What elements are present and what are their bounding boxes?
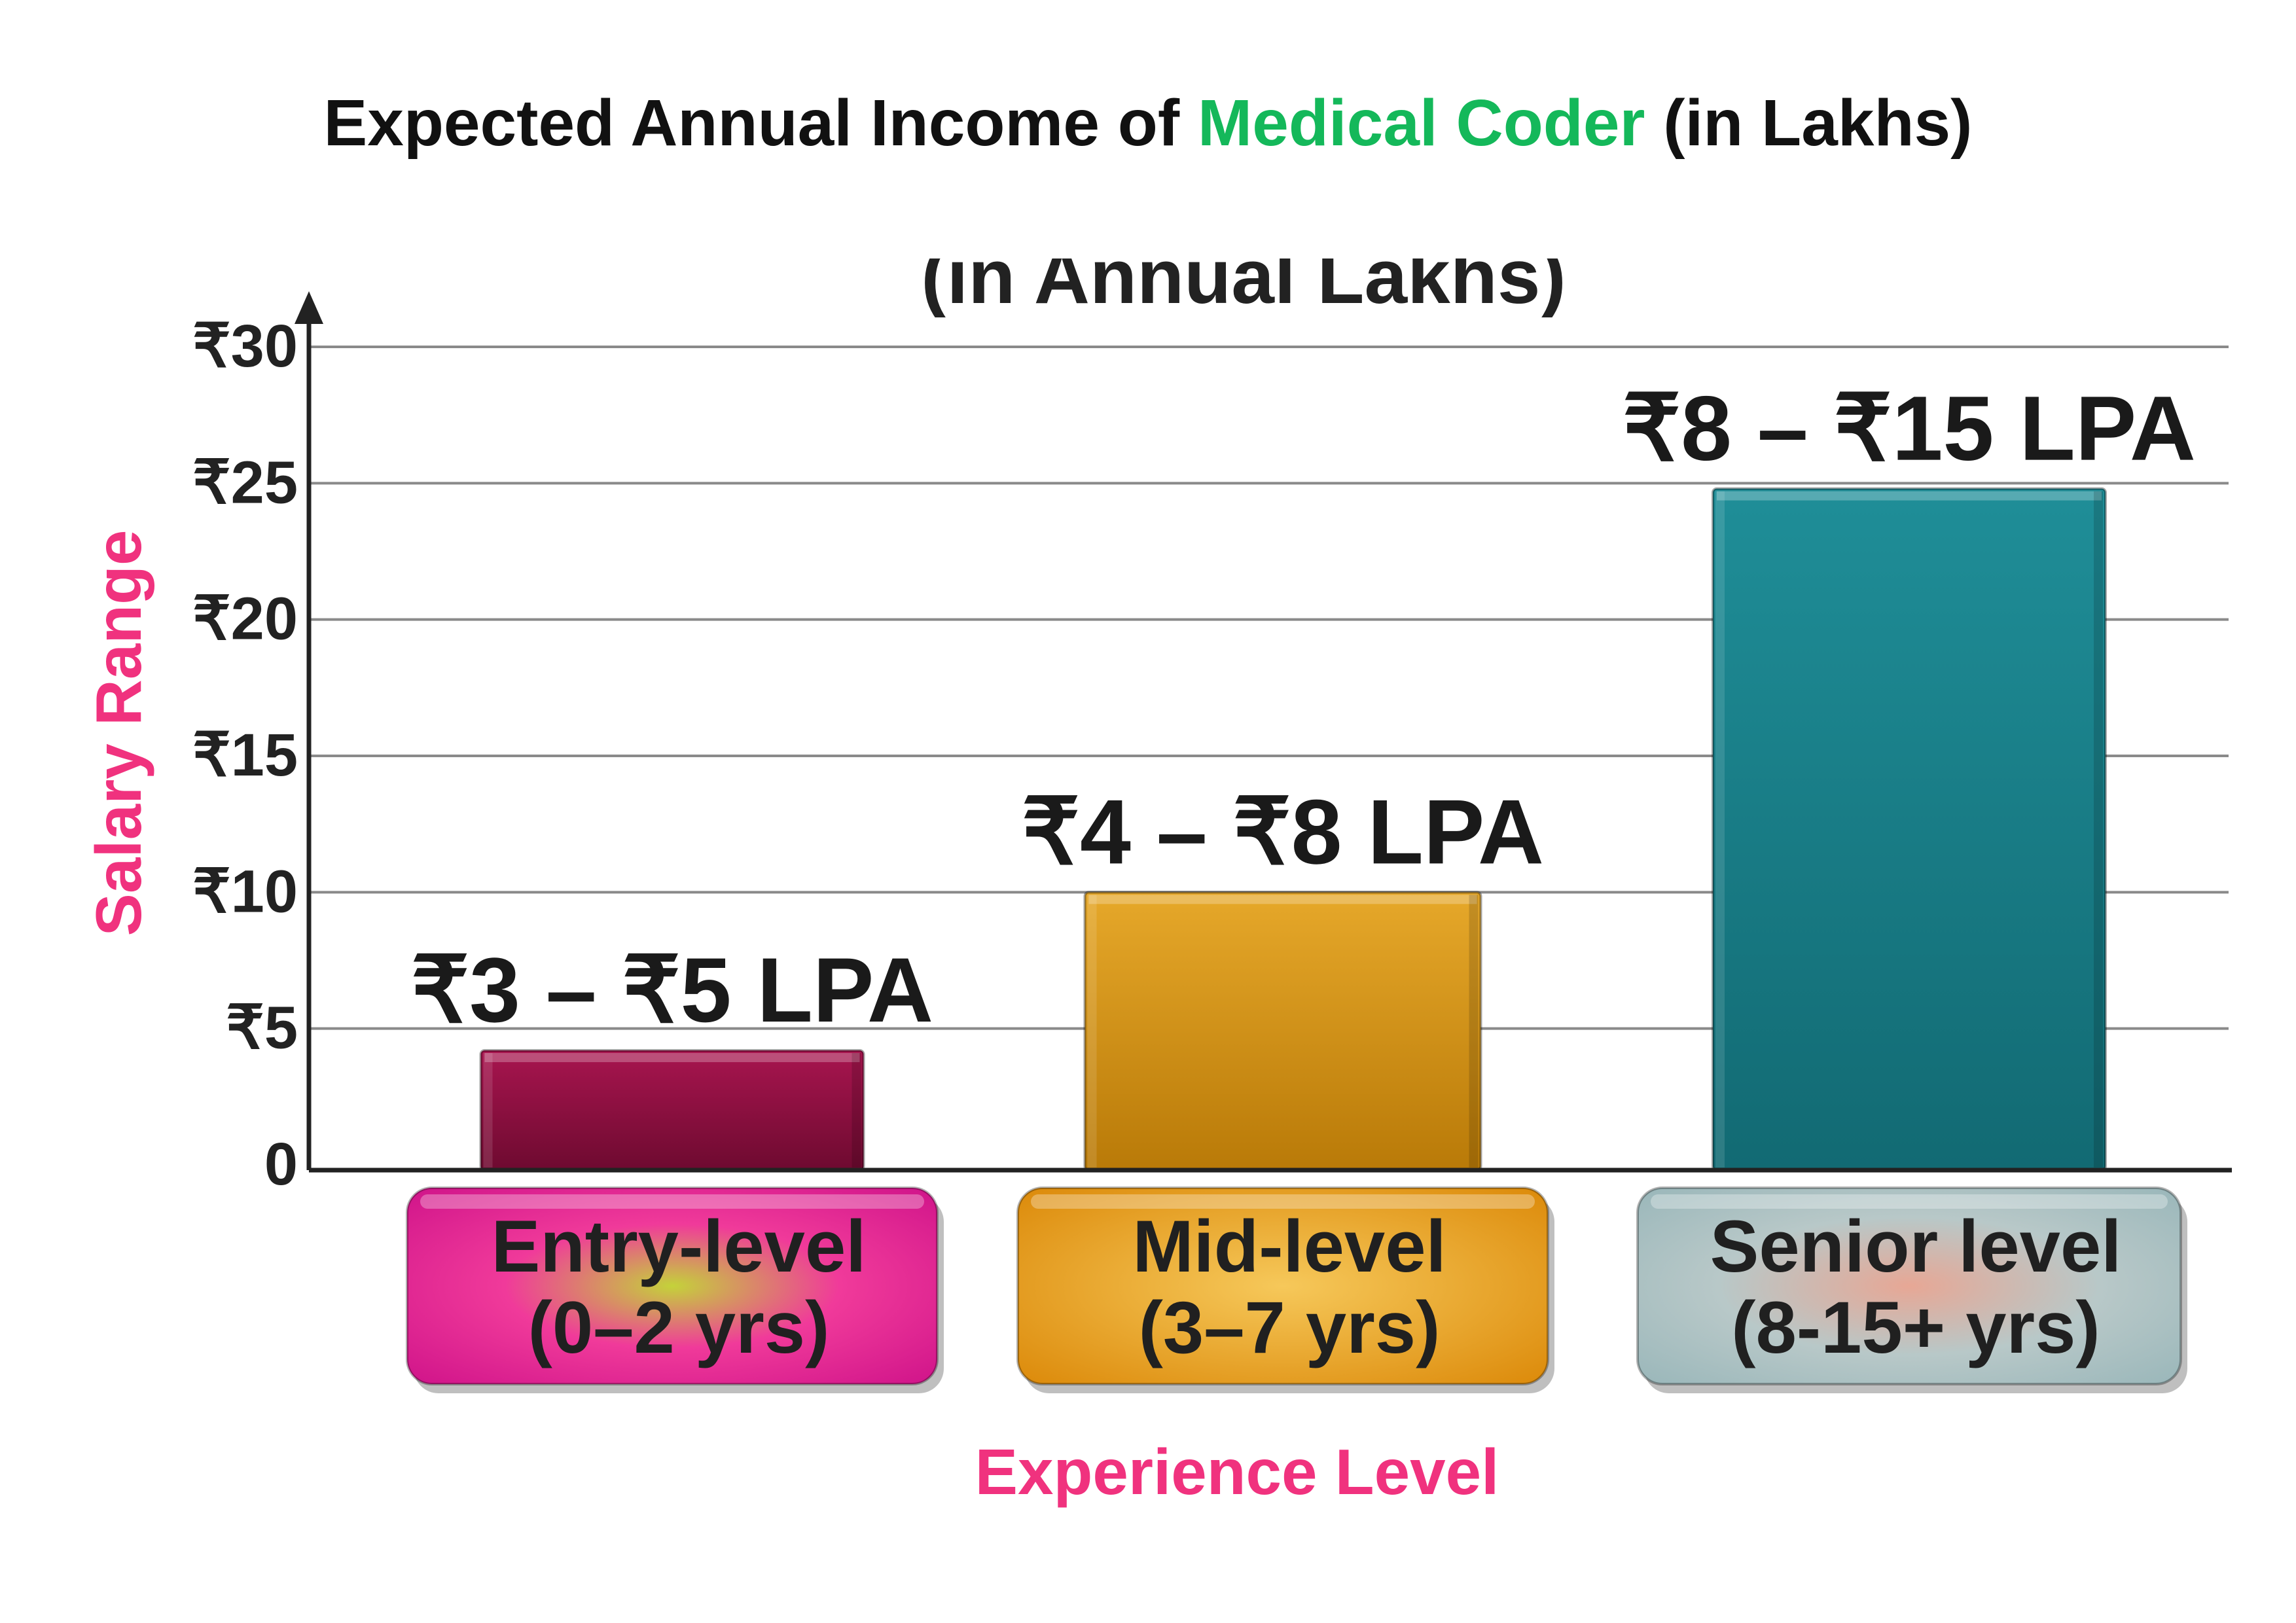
bar-body	[479, 1049, 865, 1171]
tag-body	[1636, 1186, 2182, 1385]
y-tick-label: ₹15	[192, 722, 298, 789]
bar-bevel	[484, 1053, 860, 1062]
category-sublabel: (3–7 yrs)	[1139, 1287, 1441, 1368]
category-tag: Entry-level(0–2 yrs)	[406, 1186, 944, 1393]
tag-body	[406, 1186, 939, 1385]
category-tag: Senior level(8-15+ yrs)	[1636, 1186, 2187, 1393]
y-axis-arrow	[295, 291, 323, 324]
bar-bevel	[2094, 491, 2103, 1168]
category-tag: Mid-level(3–7 yrs)	[1016, 1186, 1554, 1393]
bar-value-label: ₹4 – ₹8 LPA	[1022, 780, 1544, 883]
bar-bevel	[1715, 491, 1725, 1168]
tag-bevel	[1031, 1194, 1535, 1209]
bar	[1083, 891, 1482, 1172]
bar-bevel	[1717, 491, 2102, 501]
tag-body	[1016, 1186, 1549, 1385]
y-tick-label: ₹20	[192, 586, 298, 652]
title-part1: Expected Annual Income of	[324, 86, 1198, 160]
category-sublabel: (8-15+ yrs)	[1731, 1287, 2100, 1368]
category-label: Entry-level	[492, 1205, 867, 1287]
category-label: Mid-level	[1132, 1205, 1446, 1287]
bar-body	[1712, 487, 2107, 1172]
chart-title: Expected Annual Income of Medical Coder …	[324, 86, 1973, 160]
category-sublabel: (0–2 yrs)	[528, 1287, 830, 1368]
y-axis-label: Salary Range	[82, 530, 154, 936]
bars	[479, 487, 2107, 1172]
x-axis-label: Experience Level	[975, 1436, 1499, 1508]
y-tick-label: ₹10	[192, 858, 298, 925]
bar-bevel	[483, 1053, 493, 1168]
bar-bevel	[1469, 895, 1479, 1168]
y-tick-label: 0	[264, 1131, 298, 1198]
bar	[1712, 487, 2107, 1172]
bar-bevel	[1087, 895, 1097, 1168]
bar-value-label: ₹8 – ₹15 LPA	[1623, 377, 2196, 480]
title-part2: (in Lakhs)	[1645, 86, 1972, 160]
category-tags: Entry-level(0–2 yrs) Mid-level(3–7 yrs) Se…	[406, 1186, 2187, 1393]
bar-value-labels: ₹3 – ₹5 LPA ₹4 – ₹8 LPA ₹8 – ₹15 LPA	[411, 377, 2196, 1041]
category-label: Senior level	[1710, 1205, 2122, 1287]
y-tick-labels: 0 ₹5 ₹10 ₹15 ₹20 ₹25 ₹30	[192, 313, 298, 1198]
bar-bevel	[852, 1053, 861, 1168]
tag-bevel	[420, 1194, 924, 1209]
axes	[295, 291, 2232, 1173]
bar	[479, 1049, 865, 1171]
y-tick-label: ₹30	[192, 313, 298, 380]
y-tick-label: ₹5	[226, 995, 298, 1061]
y-tick-label: ₹25	[192, 449, 298, 516]
bar-bevel	[1088, 895, 1477, 904]
bar-body	[1083, 891, 1482, 1172]
bar-value-label: ₹3 – ₹5 LPA	[411, 938, 933, 1041]
chart-subtitle: (in Annual Lakhs)	[921, 234, 1566, 320]
title-highlight: Medical Coder	[1198, 86, 1645, 160]
tag-bevel	[1651, 1194, 2168, 1209]
